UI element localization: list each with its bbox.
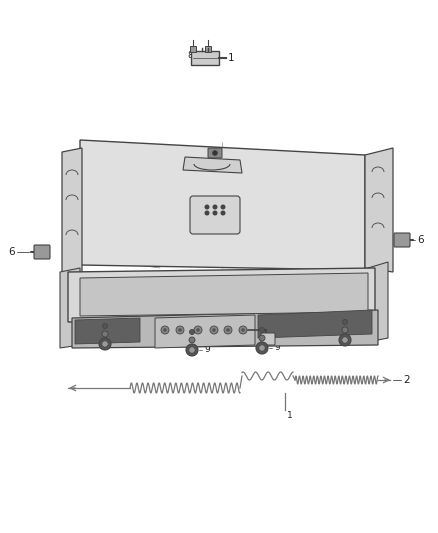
Circle shape	[220, 211, 226, 215]
Text: 5: 5	[79, 329, 85, 338]
Circle shape	[259, 327, 265, 333]
Circle shape	[212, 205, 218, 209]
FancyBboxPatch shape	[394, 233, 410, 247]
Polygon shape	[365, 148, 393, 272]
Circle shape	[102, 324, 107, 328]
Polygon shape	[205, 46, 211, 52]
Circle shape	[259, 345, 265, 351]
Circle shape	[205, 205, 209, 209]
Circle shape	[212, 211, 218, 215]
Circle shape	[212, 328, 216, 332]
Circle shape	[178, 328, 182, 332]
Circle shape	[161, 326, 169, 334]
Text: 3: 3	[117, 321, 123, 330]
Text: 5: 5	[319, 326, 325, 335]
Circle shape	[194, 326, 202, 334]
FancyBboxPatch shape	[191, 51, 219, 65]
FancyBboxPatch shape	[34, 245, 50, 259]
Circle shape	[210, 326, 218, 334]
Circle shape	[99, 338, 111, 350]
FancyBboxPatch shape	[190, 196, 240, 234]
Text: 1: 1	[228, 53, 235, 63]
Polygon shape	[155, 315, 255, 348]
Text: 9: 9	[357, 335, 363, 344]
Polygon shape	[80, 273, 368, 316]
Polygon shape	[183, 157, 242, 173]
Circle shape	[196, 328, 200, 332]
Circle shape	[102, 341, 108, 347]
Text: 9: 9	[204, 345, 210, 354]
Text: 6: 6	[8, 247, 15, 257]
Circle shape	[226, 328, 230, 332]
Text: 3: 3	[204, 327, 210, 336]
Circle shape	[343, 319, 347, 325]
Text: 8: 8	[202, 52, 208, 61]
Circle shape	[339, 334, 351, 346]
Polygon shape	[368, 262, 388, 342]
Polygon shape	[62, 148, 82, 285]
Text: 5: 5	[166, 335, 172, 344]
Text: 1: 1	[287, 410, 293, 419]
Polygon shape	[75, 318, 140, 344]
Circle shape	[342, 327, 348, 333]
Circle shape	[102, 331, 108, 337]
Polygon shape	[80, 140, 365, 270]
Circle shape	[259, 335, 265, 341]
Circle shape	[220, 205, 226, 209]
Polygon shape	[72, 310, 378, 348]
Circle shape	[186, 344, 198, 356]
Circle shape	[189, 337, 195, 343]
Circle shape	[189, 347, 195, 353]
Text: 8: 8	[187, 52, 193, 61]
Circle shape	[190, 329, 194, 335]
Text: 6: 6	[417, 235, 424, 245]
Text: 5: 5	[236, 334, 242, 343]
Circle shape	[176, 326, 184, 334]
Polygon shape	[190, 46, 196, 52]
Circle shape	[212, 150, 218, 156]
Text: 3: 3	[357, 318, 363, 327]
Text: 9: 9	[274, 343, 280, 352]
Polygon shape	[258, 310, 372, 338]
Circle shape	[342, 337, 348, 343]
Text: 3: 3	[274, 326, 280, 335]
FancyBboxPatch shape	[208, 148, 222, 158]
Circle shape	[241, 328, 245, 332]
Polygon shape	[68, 268, 375, 322]
Circle shape	[224, 326, 232, 334]
Text: 9: 9	[117, 340, 123, 349]
Circle shape	[163, 328, 167, 332]
Text: 2: 2	[403, 375, 410, 385]
Circle shape	[205, 211, 209, 215]
Polygon shape	[60, 268, 80, 348]
Circle shape	[256, 342, 268, 354]
Circle shape	[239, 326, 247, 334]
FancyBboxPatch shape	[261, 333, 275, 345]
